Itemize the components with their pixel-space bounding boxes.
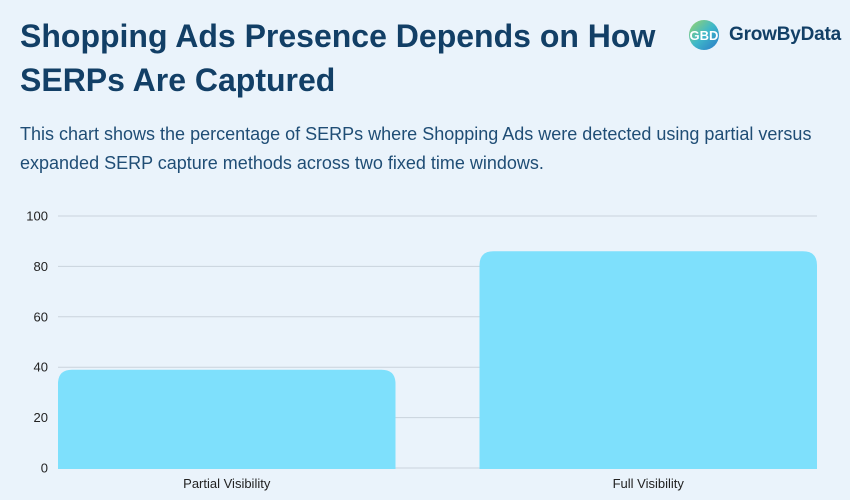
y-tick-label: 40 [34, 360, 48, 375]
bars [58, 251, 817, 469]
x-axis-categories: Partial Visibility Full Visibility [183, 476, 684, 491]
bar-chart: 0 20 40 60 80 100 Partial Visibility Full Visi… [26, 209, 817, 491]
bar-partial-visibility [58, 369, 396, 469]
x-category-label: Full Visibility [613, 476, 685, 491]
svg-text:GBD: GBD [690, 28, 719, 43]
y-tick-label: 20 [34, 410, 48, 425]
y-tick-label: 0 [41, 461, 48, 476]
y-axis-ticks: 0 20 40 60 80 100 [26, 209, 48, 476]
growbydata-logo-icon: GBD [689, 20, 719, 50]
x-category-label: Partial Visibility [183, 476, 271, 491]
brand-name: GrowByData [729, 24, 842, 45]
chart-subtitle: This chart shows the percentage of SERPs… [20, 124, 812, 173]
chart-title: Shopping Ads Presence Depends on How SER… [20, 18, 656, 98]
bar-full-visibility [479, 251, 817, 469]
brand-logo: GBD GrowByData [688, 18, 841, 52]
y-tick-label: 80 [34, 259, 48, 274]
y-tick-label: 60 [34, 309, 48, 324]
y-tick-label: 100 [26, 209, 48, 224]
